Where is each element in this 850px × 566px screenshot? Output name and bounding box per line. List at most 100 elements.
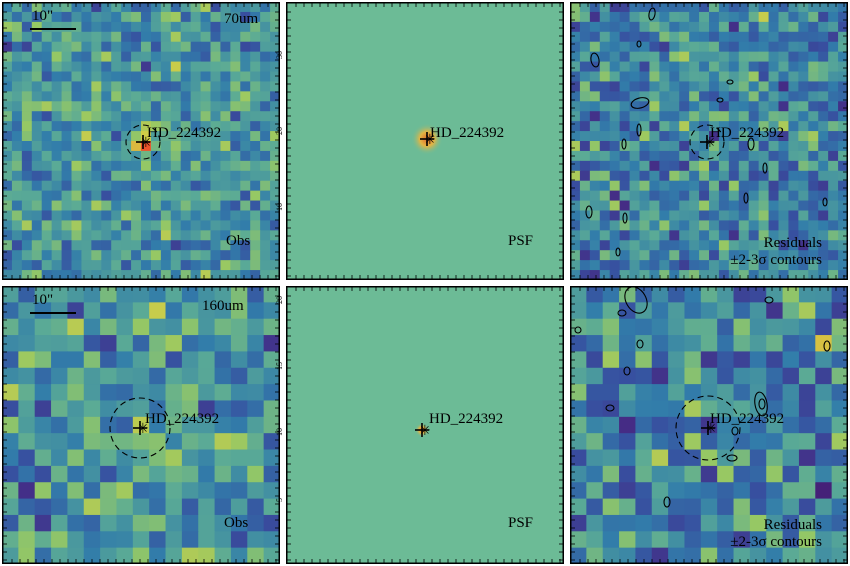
- pixel: [81, 260, 92, 271]
- pixel: [749, 335, 767, 353]
- pixel: [659, 150, 670, 162]
- pixel: [718, 150, 730, 162]
- pixel: [635, 465, 653, 483]
- pixel: [651, 351, 669, 369]
- pixel: [230, 465, 248, 483]
- pixel: [718, 91, 730, 102]
- pixel: [131, 240, 142, 251]
- pixel: [609, 41, 621, 53]
- pixel: [141, 111, 152, 122]
- pixel: [828, 121, 839, 132]
- pixel: [67, 482, 85, 500]
- pixel: [141, 121, 152, 132]
- pixel: [684, 514, 702, 532]
- pixel: [649, 121, 660, 132]
- pixel: [270, 31, 280, 43]
- pixel: [782, 318, 800, 336]
- pixel: [609, 11, 621, 23]
- pixel: [629, 81, 641, 92]
- pixel: [619, 302, 637, 320]
- residual-contour: [636, 123, 642, 137]
- pixel: [700, 498, 718, 516]
- pixel: [570, 514, 587, 532]
- residual-contour: [630, 97, 650, 109]
- pixel: [247, 547, 265, 564]
- pixel: [788, 101, 799, 112]
- pixel: [111, 81, 122, 92]
- pixel: [51, 200, 63, 212]
- pixel: [141, 210, 152, 222]
- pixel: [589, 101, 601, 112]
- pixel: [651, 286, 669, 303]
- pixel: [111, 230, 122, 241]
- pixel: [101, 2, 112, 13]
- pixel: [768, 220, 780, 231]
- pixel: [599, 51, 611, 63]
- pixel: [570, 250, 581, 261]
- pixel: [758, 131, 770, 142]
- pixel: [2, 21, 13, 33]
- pixel: [609, 180, 621, 192]
- pixel: [679, 41, 690, 53]
- pixel: [181, 449, 199, 467]
- pixel: [768, 61, 780, 73]
- pixel: [149, 302, 167, 320]
- pixel: [728, 200, 740, 212]
- pixel: [689, 240, 700, 251]
- pixel: [150, 260, 162, 271]
- pixel: [828, 31, 839, 43]
- pixel: [639, 250, 651, 261]
- pixel: [768, 150, 780, 162]
- pixel: [579, 51, 591, 63]
- pixel: [71, 160, 83, 172]
- pixel: [170, 41, 182, 53]
- pixel: [190, 11, 202, 23]
- pixel: [71, 61, 83, 73]
- pixel: [717, 433, 735, 451]
- pixel: [828, 240, 839, 251]
- pixel: [818, 210, 829, 222]
- pixel: [230, 384, 248, 402]
- pixel: [2, 200, 13, 212]
- pixel: [649, 111, 660, 122]
- pixel: [101, 51, 112, 63]
- pixel: [649, 21, 660, 33]
- pixel: [270, 250, 280, 261]
- pixel: [651, 547, 669, 564]
- pixel: [210, 71, 222, 83]
- pixel: [570, 531, 587, 549]
- pixel: [709, 41, 720, 53]
- pixel: [629, 220, 641, 231]
- pixel: [121, 270, 132, 280]
- pixel: [200, 190, 212, 202]
- pixel: [629, 31, 641, 43]
- pixel: [748, 230, 760, 241]
- pixel: [669, 2, 680, 13]
- pixel: [768, 270, 780, 280]
- pixel: [61, 11, 73, 23]
- pixel: [728, 260, 740, 271]
- pixel: [247, 351, 265, 369]
- pixel: [838, 131, 848, 142]
- pixel: [190, 111, 202, 122]
- pixel: [67, 514, 85, 532]
- pixel: [41, 111, 53, 122]
- pixel: [831, 433, 848, 451]
- pixel: [132, 351, 150, 369]
- pixel: [679, 101, 690, 112]
- pixel: [121, 111, 132, 122]
- pixel: [71, 81, 83, 92]
- pixel: [100, 498, 118, 516]
- pixel: [111, 240, 122, 251]
- pixel: [782, 498, 800, 516]
- pixel: [629, 210, 641, 222]
- pixel: [149, 531, 167, 549]
- residual-contour: [726, 79, 734, 85]
- pixel: [141, 41, 152, 53]
- pixel: [131, 220, 142, 231]
- pixel: [798, 433, 816, 451]
- pixel: [659, 101, 670, 112]
- pixel: [170, 121, 182, 132]
- pixel: [260, 121, 271, 132]
- pixel: [782, 531, 800, 549]
